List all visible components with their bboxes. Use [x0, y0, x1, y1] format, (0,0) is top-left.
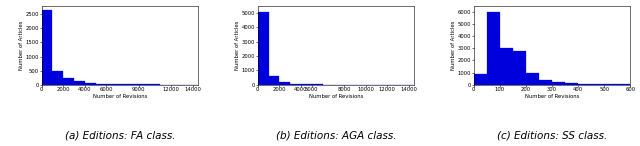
Bar: [565, 83, 578, 85]
X-axis label: Number of Revisions: Number of Revisions: [525, 94, 579, 99]
Y-axis label: Number of Articles: Number of Articles: [235, 20, 240, 70]
Title: (b) Editions: AGA class.: (b) Editions: AGA class.: [276, 130, 396, 140]
Bar: [42, 10, 52, 85]
Bar: [269, 76, 279, 85]
Bar: [500, 48, 513, 85]
Bar: [290, 84, 301, 85]
Bar: [552, 82, 565, 85]
X-axis label: Number of Revisions: Number of Revisions: [309, 94, 363, 99]
Bar: [63, 78, 74, 85]
Bar: [526, 73, 539, 85]
Bar: [128, 84, 139, 85]
Bar: [487, 12, 500, 85]
Bar: [312, 84, 323, 85]
Y-axis label: Number of Articles: Number of Articles: [19, 20, 24, 70]
Bar: [279, 82, 290, 85]
Title: (c) Editions: SS class.: (c) Editions: SS class.: [497, 130, 607, 140]
Bar: [117, 84, 128, 85]
Bar: [578, 84, 591, 85]
Bar: [474, 74, 487, 85]
Y-axis label: Number of Articles: Number of Articles: [451, 20, 456, 70]
Bar: [74, 81, 84, 85]
Bar: [52, 71, 63, 85]
Bar: [95, 84, 106, 85]
Bar: [539, 80, 552, 85]
Bar: [258, 12, 269, 85]
Bar: [604, 84, 630, 85]
Bar: [591, 84, 604, 85]
X-axis label: Number of Revisions: Number of Revisions: [93, 94, 147, 99]
Bar: [301, 84, 312, 85]
Bar: [106, 84, 117, 85]
Title: (a) Editions: FA class.: (a) Editions: FA class.: [65, 130, 175, 140]
Bar: [84, 83, 95, 85]
Bar: [139, 84, 150, 85]
Bar: [150, 84, 161, 85]
Bar: [513, 51, 526, 85]
